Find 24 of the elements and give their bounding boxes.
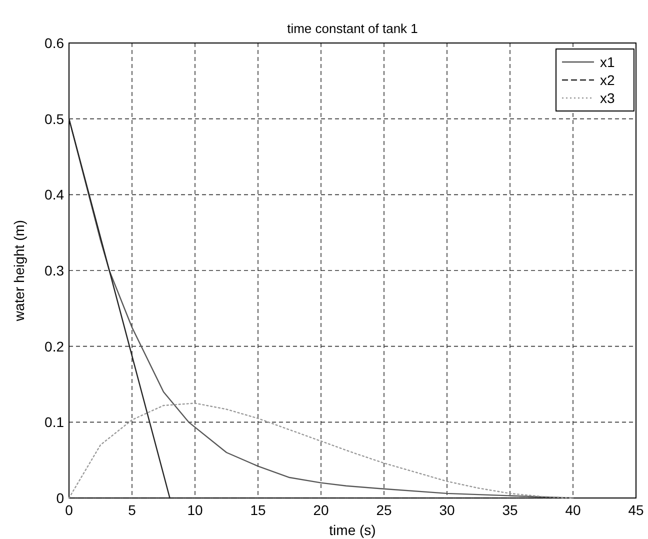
y-tick-label: 0.2 [44, 338, 64, 354]
x-tick-label: 15 [250, 502, 266, 518]
x-tick-label: 5 [128, 502, 136, 518]
x-tick-label: 30 [439, 502, 455, 518]
x-tick-label: 45 [628, 502, 644, 518]
x-tick-label: 10 [187, 502, 203, 518]
y-tick-label: 0.4 [44, 186, 64, 203]
x-axis-title: time (s) [329, 522, 376, 538]
y-tick-label: 0.1 [44, 414, 64, 430]
chart-title: time constant of tank 1 [287, 21, 418, 36]
y-tick-label: 0.5 [44, 110, 64, 127]
y-axis-title: water height (m) [11, 220, 27, 322]
legend-label: x3 [600, 90, 615, 106]
x-tick-label: 25 [376, 502, 392, 518]
y-tick-label: 0 [56, 490, 64, 506]
x-tick-label: 40 [565, 502, 581, 518]
line-series [68, 118, 574, 499]
y-tick-label: 0.3 [44, 262, 64, 278]
x-tick-label: 20 [313, 502, 329, 518]
legend-label: x2 [600, 72, 615, 88]
x-tick-label: 35 [502, 502, 518, 518]
y-tick-label: 0.6 [44, 35, 64, 51]
line-series [68, 402, 574, 499]
legend-label: x1 [600, 54, 615, 70]
